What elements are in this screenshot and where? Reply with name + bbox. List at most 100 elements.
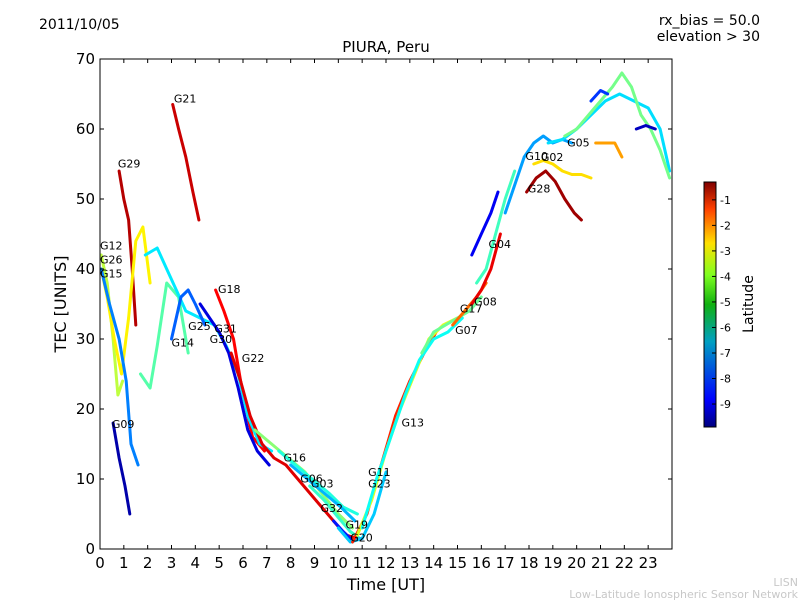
x-tick-label: 17	[496, 554, 515, 572]
y-tick-label: 10	[76, 470, 95, 488]
satellite-label: G23	[368, 477, 391, 490]
y-tick-label: 20	[76, 400, 95, 418]
y-tick-label: 60	[76, 120, 95, 138]
satellite-label: G21	[174, 92, 197, 105]
satellite-label: G03	[311, 477, 334, 490]
x-tick-label: 10	[329, 554, 348, 572]
x-tick-label: 22	[615, 554, 634, 572]
tec-trace-g05b	[563, 71, 672, 180]
tec-trace-g20	[336, 470, 388, 544]
satellite-label: G30	[210, 333, 233, 346]
x-tick-label: 19	[543, 554, 562, 572]
y-tick-label: 50	[76, 190, 95, 208]
tec-trace-g04	[475, 169, 517, 285]
x-axis-label: Time [UT]	[346, 575, 425, 594]
tec-trace-g31	[143, 246, 274, 453]
x-tick-label: 23	[639, 554, 658, 572]
satellite-label: G29	[118, 158, 141, 171]
footer-network: Low-Latitude Ionospheric Sensor Network	[569, 588, 798, 601]
tec-trace-g28	[525, 169, 583, 222]
series-layer	[100, 71, 672, 544]
x-tick-label: 21	[591, 554, 610, 572]
satellite-label: G06	[300, 473, 323, 486]
tec-trace-g18	[214, 288, 266, 453]
y-tick-label: 70	[76, 50, 95, 68]
y-axis: 0 10 20 30 40 50 60 70	[76, 50, 672, 558]
colorbar-tick-label: -9	[720, 398, 731, 411]
satellite-label: G11	[368, 466, 391, 479]
tec-trace-g21	[171, 103, 201, 222]
satellite-label: G28	[528, 183, 551, 196]
satellite-label: G10	[525, 150, 548, 163]
colorbar-ticks: -1 -2 -3 -4 -5 -6 -7 -8 -9	[712, 194, 731, 411]
satellite-label: G12	[100, 239, 123, 252]
tec-trace-g03	[289, 463, 357, 523]
tec-trace-g06	[277, 449, 359, 516]
x-tick-label: 15	[448, 554, 467, 572]
y-tick-label: 40	[76, 260, 95, 278]
x-tick-label: 5	[214, 554, 224, 572]
x-tick-label: 2	[143, 554, 153, 572]
x-tick-label: 11	[353, 554, 372, 572]
x-tick-label: 0	[95, 554, 105, 572]
satellite-label: G08	[474, 295, 497, 308]
x-tick-label: 4	[191, 554, 201, 572]
satellite-label: G25	[188, 320, 211, 333]
satellite-label: G02	[541, 151, 564, 164]
colorbar-tick-label: -3	[720, 245, 731, 258]
colorbar-tick-label: -5	[720, 296, 731, 309]
satellite-label: G16	[284, 452, 307, 465]
colorbar-tick-label: -4	[720, 270, 731, 283]
x-tick-label: 13	[400, 554, 419, 572]
satellite-label: G09	[112, 418, 135, 431]
x-tick-label: 8	[286, 554, 296, 572]
satellite-label: G18	[218, 283, 241, 296]
tec-trace-g32	[308, 484, 362, 540]
x-tick-label: 6	[238, 554, 248, 572]
x-tick-label: 3	[167, 554, 177, 572]
satellite-label: G26	[100, 253, 123, 266]
tec-trace-g05e	[634, 124, 657, 131]
x-tick-label: 20	[567, 554, 586, 572]
satellite-label: G04	[488, 238, 511, 251]
rx-bias-label: rx_bias = 50.0	[658, 13, 760, 29]
satellite-label: G13	[401, 417, 424, 430]
x-tick-label: 7	[262, 554, 272, 572]
colorbar-tick-label: -8	[720, 373, 731, 386]
tec-trace-g13	[360, 316, 464, 530]
satellite-label: G31	[214, 323, 237, 336]
x-tick-label: 12	[376, 554, 395, 572]
tec-trace-g02	[532, 159, 593, 180]
colorbar-tick-label: -1	[720, 194, 731, 207]
satellite-label: G05	[567, 137, 590, 150]
y-tick-label: 0	[85, 540, 95, 558]
colorbar-tick-label: -2	[720, 219, 731, 232]
footer-lisn: LISN	[773, 576, 798, 589]
x-tick-label: 14	[424, 554, 443, 572]
satellite-label: G22	[242, 352, 265, 365]
tec-trace-g29	[117, 169, 138, 327]
colorbar-tick-label: -6	[720, 321, 731, 334]
tec-trace-g05c	[589, 89, 610, 103]
satellite-label: G14	[172, 337, 195, 350]
satellite-label: G20	[350, 531, 373, 544]
tec-trace-g14	[170, 288, 207, 341]
colorbar-tick-label: -7	[720, 347, 731, 360]
satellite-label: G32	[320, 502, 343, 515]
colorbar-label: Latitude	[741, 275, 757, 333]
y-tick-label: 30	[76, 330, 95, 348]
tec-trace-g07	[420, 295, 483, 355]
tec-trace-g11	[351, 330, 438, 544]
satellite-label: G19	[345, 519, 368, 532]
chart-title: PIURA, Peru	[342, 38, 429, 56]
tec-trace-g15	[100, 267, 140, 467]
tec-trace-g05d	[594, 141, 624, 159]
tec-trace-g08	[470, 232, 502, 306]
satellite-label: G07	[455, 324, 478, 337]
tec-trace-g04b	[470, 190, 500, 257]
x-axis: 0 1 2 3 4 5 6 7 8 9 10 11 12 13 14 15 16 17 18 19 20 21 22 23	[95, 59, 658, 572]
elevation-label: elevation > 30	[656, 29, 760, 45]
colorbar	[703, 181, 717, 428]
